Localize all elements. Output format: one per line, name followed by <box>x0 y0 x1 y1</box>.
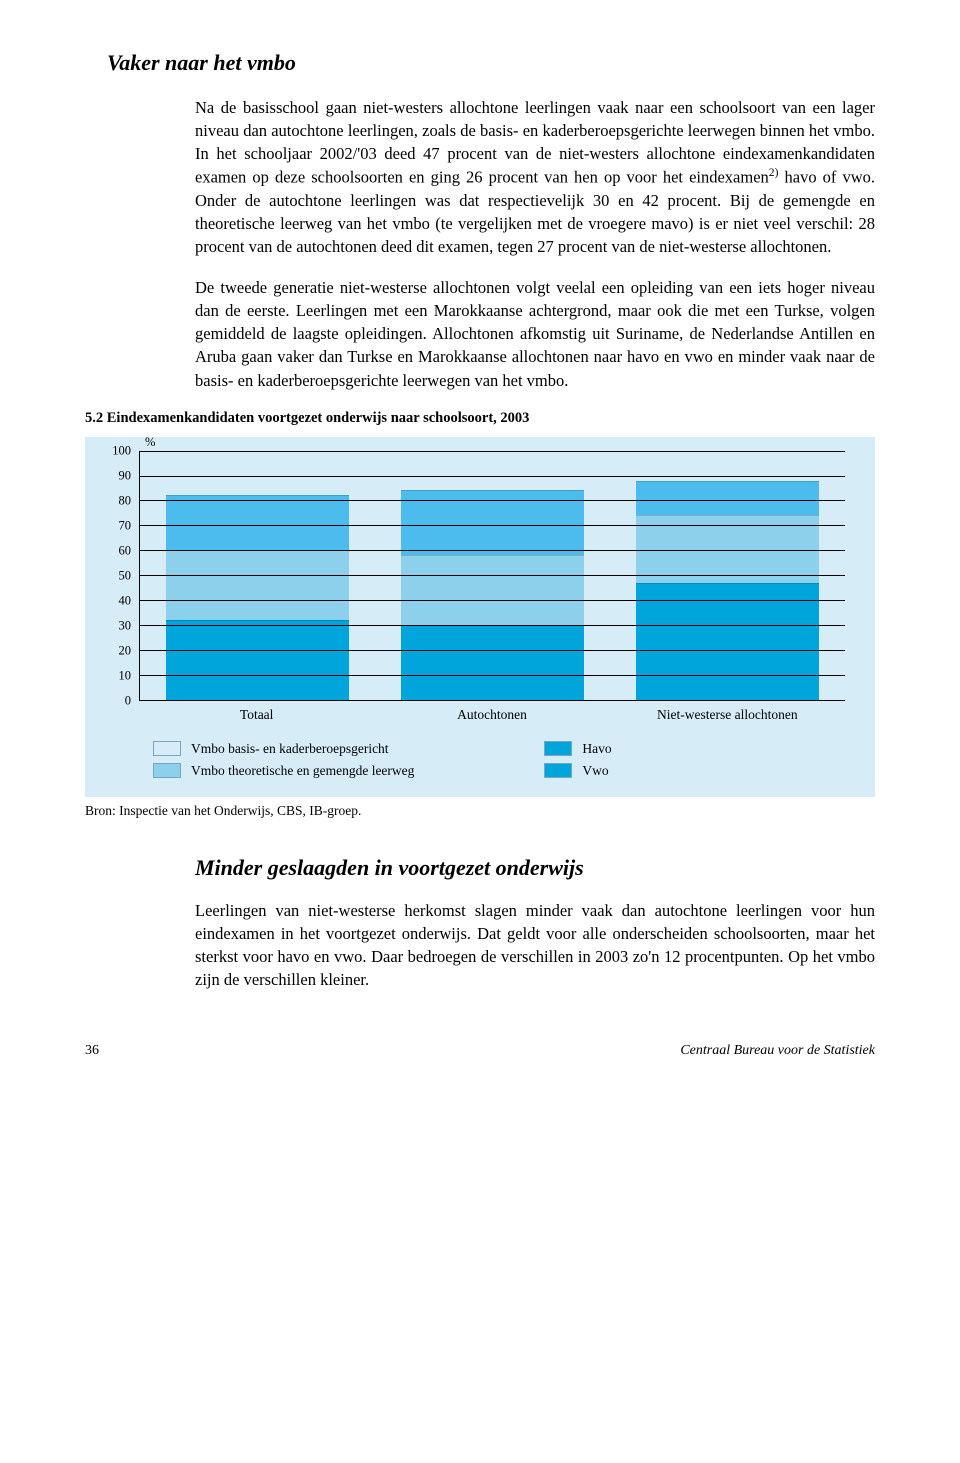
x-axis-labels: Totaal Autochtonen Niet-westerse allochton… <box>139 707 845 723</box>
chart-caption: 5.2 Eindexamenkandidaten voortgezet onde… <box>85 410 875 427</box>
gridline <box>140 600 845 601</box>
y-tick: 0 <box>101 693 131 708</box>
y-tick: 50 <box>101 568 131 583</box>
gridline <box>140 500 845 501</box>
legend-col-left: Vmbo basis- en kaderberoepsgericht Vmbo t… <box>153 741 414 779</box>
x-label: Totaal <box>158 707 356 723</box>
y-tick: 90 <box>101 468 131 483</box>
legend-col-right: Havo Vwo <box>544 741 611 779</box>
heading-minder: Minder geslaagden in voortgezet onderwij… <box>195 855 875 881</box>
bar-segment <box>401 451 584 491</box>
legend-item: Havo <box>544 741 611 757</box>
bar-segment <box>166 451 349 496</box>
gridline <box>140 625 845 626</box>
chart-legend: Vmbo basis- en kaderberoepsgericht Vmbo t… <box>153 741 853 779</box>
paragraph-3: Leerlingen van niet-westerse herkomst sl… <box>195 899 875 991</box>
legend-label: Havo <box>582 741 611 757</box>
legend-swatch <box>544 741 572 756</box>
y-tick: 40 <box>101 593 131 608</box>
paragraph-2: De tweede generatie niet-westerse alloch… <box>195 276 875 391</box>
gridline <box>140 675 845 676</box>
chart-plot <box>139 451 845 701</box>
y-tick: 100 <box>101 443 131 458</box>
y-tick: 70 <box>101 518 131 533</box>
legend-label: Vwo <box>582 763 608 779</box>
bar-segment <box>636 481 819 516</box>
bar-segment <box>401 625 584 700</box>
y-tick: 10 <box>101 668 131 683</box>
gridline <box>140 575 845 576</box>
gridline <box>140 476 845 477</box>
chart-source: Bron: Inspectie van het Onderwijs, CBS, … <box>85 803 875 819</box>
paragraph-1: Na de basisschool gaan niet-westers allo… <box>195 96 875 258</box>
y-axis-unit: % <box>145 435 155 450</box>
legend-item: Vwo <box>544 763 611 779</box>
chart-area: % 0102030405060708090100 <box>139 451 845 701</box>
y-tick: 20 <box>101 643 131 658</box>
page-footer: 36 Centraal Bureau voor de Statistiek <box>85 1043 875 1059</box>
bar-segment <box>166 550 349 620</box>
legend-swatch <box>544 763 572 778</box>
publication-name: Centraal Bureau voor de Statistiek <box>680 1043 875 1059</box>
gridline <box>140 451 845 452</box>
bar-segment <box>166 495 349 550</box>
gridline <box>140 650 845 651</box>
page-number: 36 <box>85 1043 99 1059</box>
legend-swatch <box>153 741 181 756</box>
legend-swatch <box>153 763 181 778</box>
y-axis: 0102030405060708090100 <box>105 451 135 701</box>
x-label: Autochtonen <box>393 707 591 723</box>
gridline <box>140 550 845 551</box>
gridline <box>140 525 845 526</box>
y-tick: 30 <box>101 618 131 633</box>
y-tick: 60 <box>101 543 131 558</box>
chart-panel: % 0102030405060708090100 TotaalAutochton… <box>85 437 875 797</box>
bar-segment <box>401 555 584 625</box>
bar-segment <box>166 620 349 700</box>
legend-label: Vmbo basis- en kaderberoepsgericht <box>191 741 389 757</box>
footnote-ref: 2) <box>769 167 779 179</box>
legend-item: Vmbo theoretische en gemengde leerweg <box>153 763 414 779</box>
legend-label: Vmbo theoretische en gemengde leerweg <box>191 763 414 779</box>
x-label: Niet-westerse allochtonen <box>628 707 826 723</box>
heading-vaker: Vaker naar het vmbo <box>107 50 875 76</box>
legend-item: Vmbo basis- en kaderberoepsgericht <box>153 741 414 757</box>
y-tick: 80 <box>101 493 131 508</box>
